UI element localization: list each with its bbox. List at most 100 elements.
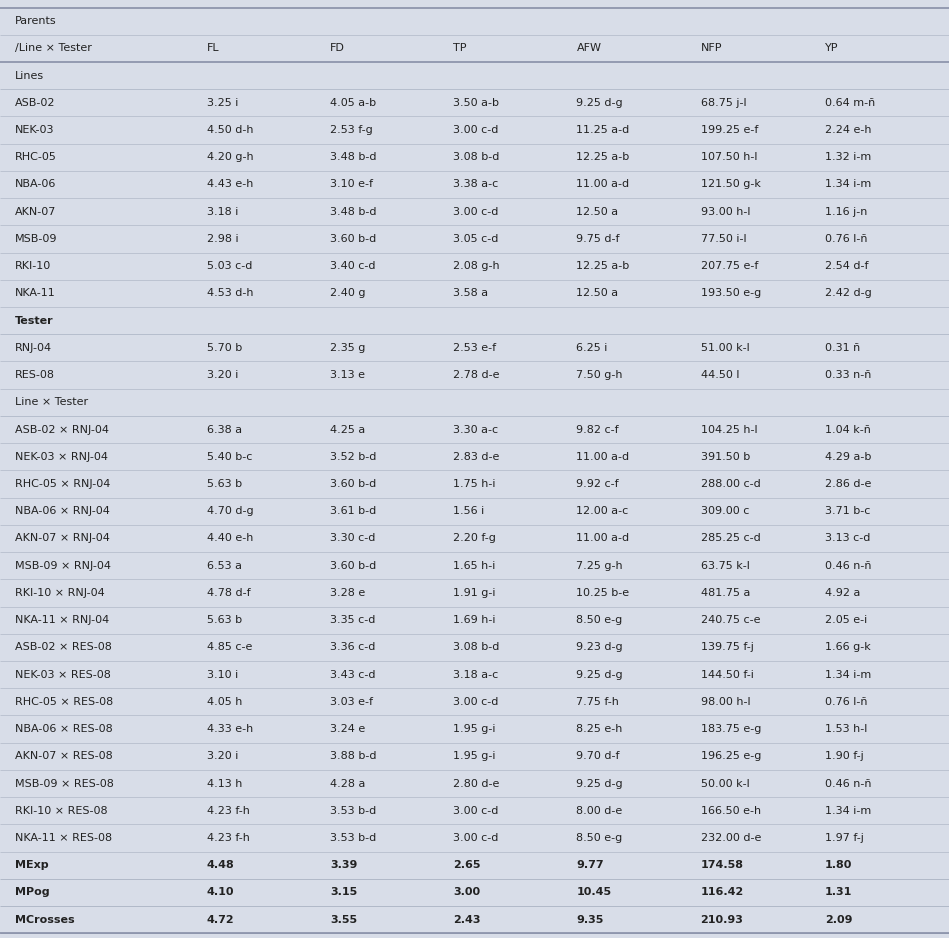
Text: 183.75 e-g: 183.75 e-g bbox=[700, 724, 761, 734]
Text: 0.33 n-ñ: 0.33 n-ñ bbox=[825, 371, 871, 380]
Bar bbox=[0, 8, 949, 35]
Text: 50.00 k-l: 50.00 k-l bbox=[700, 779, 750, 789]
Bar bbox=[0, 552, 949, 580]
Text: 3.20 i: 3.20 i bbox=[207, 751, 238, 762]
Text: 4.33 e-h: 4.33 e-h bbox=[207, 724, 252, 734]
Text: 5.63 b: 5.63 b bbox=[207, 615, 242, 625]
Text: 4.20 g-h: 4.20 g-h bbox=[207, 152, 253, 162]
Text: 12.50 a: 12.50 a bbox=[576, 288, 619, 298]
Text: 4.29 a-b: 4.29 a-b bbox=[825, 452, 871, 461]
Text: 3.71 b-c: 3.71 b-c bbox=[825, 507, 870, 516]
Text: 1.04 k-ñ: 1.04 k-ñ bbox=[825, 425, 870, 434]
Text: NFP: NFP bbox=[700, 43, 722, 53]
Text: 51.00 k-l: 51.00 k-l bbox=[700, 343, 750, 353]
Text: 193.50 e-g: 193.50 e-g bbox=[700, 288, 761, 298]
Text: 9.82 c-f: 9.82 c-f bbox=[576, 425, 619, 434]
Bar bbox=[0, 743, 949, 770]
Text: 107.50 h-l: 107.50 h-l bbox=[700, 152, 757, 162]
Text: 3.10 e-f: 3.10 e-f bbox=[330, 179, 373, 189]
Text: 3.43 c-d: 3.43 c-d bbox=[330, 670, 376, 680]
Bar bbox=[0, 498, 949, 525]
Text: 2.09: 2.09 bbox=[825, 915, 852, 925]
Text: 4.10: 4.10 bbox=[207, 887, 234, 898]
Text: RNJ-04: RNJ-04 bbox=[15, 343, 52, 353]
Text: 11.00 a-d: 11.00 a-d bbox=[576, 452, 629, 461]
Text: 285.25 c-d: 285.25 c-d bbox=[700, 534, 760, 543]
Bar bbox=[0, 607, 949, 634]
Text: 3.00 c-d: 3.00 c-d bbox=[453, 833, 498, 843]
Text: 11.00 a-d: 11.00 a-d bbox=[576, 179, 629, 189]
Text: 0.46 n-ñ: 0.46 n-ñ bbox=[825, 561, 871, 570]
Text: NEK-03 × RES-08: NEK-03 × RES-08 bbox=[15, 670, 111, 680]
Bar bbox=[0, 797, 949, 825]
Text: 4.23 f-h: 4.23 f-h bbox=[207, 806, 250, 816]
Text: Parents: Parents bbox=[15, 16, 57, 26]
Text: FL: FL bbox=[207, 43, 219, 53]
Text: 7.75 f-h: 7.75 f-h bbox=[576, 697, 620, 707]
Text: 11.25 a-d: 11.25 a-d bbox=[576, 125, 629, 135]
Text: 8.50 e-g: 8.50 e-g bbox=[576, 615, 623, 625]
Text: 174.58: 174.58 bbox=[700, 860, 744, 870]
Text: 2.54 d-f: 2.54 d-f bbox=[825, 261, 868, 271]
Text: 2.86 d-e: 2.86 d-e bbox=[825, 479, 871, 489]
Text: 4.25 a: 4.25 a bbox=[330, 425, 365, 434]
Text: AKN-07 × RNJ-04: AKN-07 × RNJ-04 bbox=[15, 534, 110, 543]
Text: 3.48 b-d: 3.48 b-d bbox=[330, 206, 377, 217]
Text: Tester: Tester bbox=[15, 316, 54, 325]
Text: 3.55: 3.55 bbox=[330, 915, 357, 925]
Text: RHC-05: RHC-05 bbox=[15, 152, 57, 162]
Bar bbox=[0, 879, 949, 906]
Text: FD: FD bbox=[330, 43, 344, 53]
Text: 2.80 d-e: 2.80 d-e bbox=[453, 779, 499, 789]
Text: NKA-11 × RNJ-04: NKA-11 × RNJ-04 bbox=[15, 615, 109, 625]
Text: 1.34 i-m: 1.34 i-m bbox=[825, 806, 871, 816]
Text: 3.08 b-d: 3.08 b-d bbox=[453, 643, 499, 653]
Bar bbox=[0, 688, 949, 716]
Text: MSB-09 × RES-08: MSB-09 × RES-08 bbox=[15, 779, 114, 789]
Text: 1.69 h-i: 1.69 h-i bbox=[453, 615, 495, 625]
Text: 44.50 l: 44.50 l bbox=[700, 371, 739, 380]
Text: 9.25 d-g: 9.25 d-g bbox=[576, 779, 623, 789]
Text: 3.61 b-d: 3.61 b-d bbox=[330, 507, 376, 516]
Text: 2.35 g: 2.35 g bbox=[330, 343, 365, 353]
Bar bbox=[0, 307, 949, 334]
Text: 3.53 b-d: 3.53 b-d bbox=[330, 833, 376, 843]
Bar bbox=[0, 525, 949, 552]
Bar bbox=[0, 443, 949, 471]
Text: NKA-11: NKA-11 bbox=[15, 288, 56, 298]
Text: MSB-09: MSB-09 bbox=[15, 234, 58, 244]
Text: 481.75 a: 481.75 a bbox=[700, 588, 750, 598]
Bar bbox=[0, 171, 949, 198]
Text: 4.23 f-h: 4.23 f-h bbox=[207, 833, 250, 843]
Text: 207.75 e-f: 207.75 e-f bbox=[700, 261, 758, 271]
Text: 3.03 e-f: 3.03 e-f bbox=[330, 697, 373, 707]
Bar bbox=[0, 144, 949, 171]
Text: 1.32 i-m: 1.32 i-m bbox=[825, 152, 871, 162]
Text: 4.78 d-f: 4.78 d-f bbox=[207, 588, 251, 598]
Text: 2.53 f-g: 2.53 f-g bbox=[330, 125, 373, 135]
Text: 6.38 a: 6.38 a bbox=[207, 425, 242, 434]
Text: 2.20 f-g: 2.20 f-g bbox=[453, 534, 496, 543]
Text: YP: YP bbox=[825, 43, 838, 53]
Text: ASB-02: ASB-02 bbox=[15, 98, 56, 108]
Text: 0.64 m-ñ: 0.64 m-ñ bbox=[825, 98, 875, 108]
Text: 4.40 e-h: 4.40 e-h bbox=[207, 534, 253, 543]
Text: 3.36 c-d: 3.36 c-d bbox=[330, 643, 375, 653]
Text: 3.00 c-d: 3.00 c-d bbox=[453, 697, 498, 707]
Text: 3.18 a-c: 3.18 a-c bbox=[453, 670, 498, 680]
Text: 3.60 b-d: 3.60 b-d bbox=[330, 561, 376, 570]
Text: 3.88 b-d: 3.88 b-d bbox=[330, 751, 377, 762]
Text: 3.40 c-d: 3.40 c-d bbox=[330, 261, 376, 271]
Bar bbox=[0, 116, 949, 144]
Bar bbox=[0, 852, 949, 879]
Text: Lines: Lines bbox=[15, 70, 45, 81]
Text: 1.97 f-j: 1.97 f-j bbox=[825, 833, 864, 843]
Text: 9.25 d-g: 9.25 d-g bbox=[576, 670, 623, 680]
Text: 6.25 i: 6.25 i bbox=[576, 343, 607, 353]
Text: 9.77: 9.77 bbox=[576, 860, 604, 870]
Text: 2.05 e-i: 2.05 e-i bbox=[825, 615, 867, 625]
Text: 2.08 g-h: 2.08 g-h bbox=[453, 261, 500, 271]
Text: 3.50 a-b: 3.50 a-b bbox=[453, 98, 499, 108]
Text: AFW: AFW bbox=[576, 43, 602, 53]
Text: NEK-03: NEK-03 bbox=[15, 125, 55, 135]
